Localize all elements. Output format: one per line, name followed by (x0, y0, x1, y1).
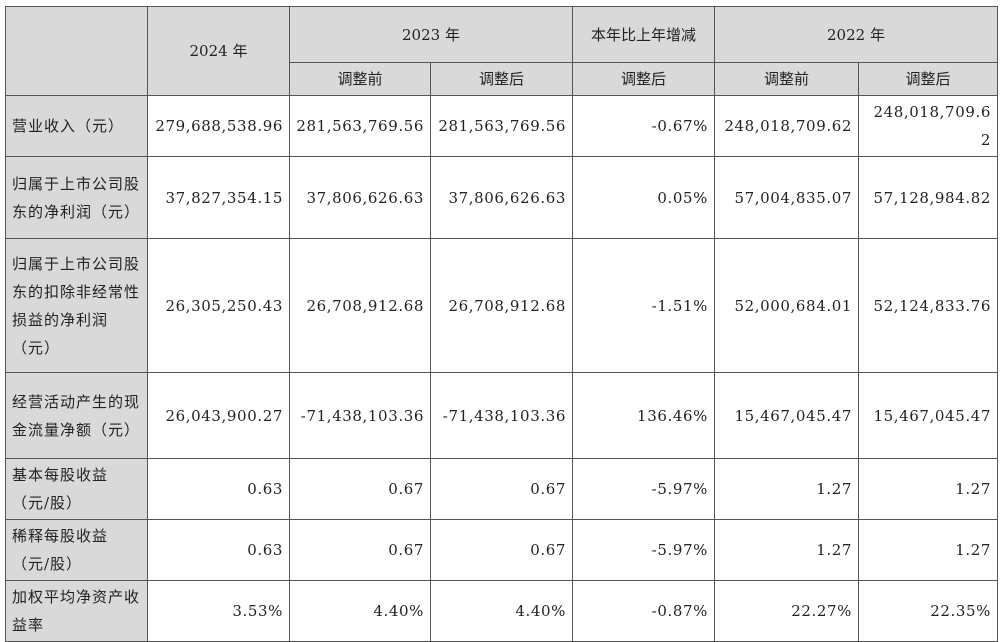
cell-value: 0.05% (572, 156, 715, 239)
cell-value: 22.35% (858, 580, 998, 642)
financial-summary-table: 2024 年 2023 年 本年比上年增减 2022 年 调整前 调整后 调整后… (5, 6, 998, 642)
cell-value: -71,438,103.36 (430, 372, 573, 459)
cell-value: -1.51% (572, 238, 715, 373)
row-label: 营业收入（元） (5, 95, 148, 157)
cell-value: 0.67 (289, 519, 431, 581)
cell-value: 37,827,354.15 (147, 156, 290, 239)
cell-value: -5.97% (572, 458, 715, 520)
header-2023-before: 调整前 (289, 62, 431, 96)
cell-value: 0.67 (430, 458, 573, 520)
cell-value: 26,305,250.43 (147, 238, 290, 373)
cell-value: 1.27 (858, 458, 998, 520)
cell-value: 248,018,709.62 (858, 95, 998, 157)
cell-value: 22.27% (714, 580, 859, 642)
table-row: 基本每股收益（元/股） 0.63 0.67 0.67 -5.97% 1.27 1.27 (5, 458, 998, 520)
cell-value: -0.67% (572, 95, 715, 157)
cell-value: 1.27 (858, 519, 998, 581)
table-row: 经营活动产生的现金流量净额（元） 26,043,900.27 -71,438,103… (5, 372, 998, 459)
cell-value: 26,043,900.27 (147, 372, 290, 459)
table-row: 归属于上市公司股东的扣除非经常性损益的净利润（元） 26,305,250.43 26… (5, 238, 998, 373)
cell-value: 4.40% (289, 580, 431, 642)
cell-value: 52,000,684.01 (714, 238, 859, 373)
cell-value: 3.53% (147, 580, 290, 642)
cell-value: 4.40% (430, 580, 573, 642)
cell-value: 1.27 (714, 519, 859, 581)
cell-value: 0.63 (147, 519, 290, 581)
cell-value: 15,467,045.47 (858, 372, 998, 459)
table-row: 加权平均净资产收益率 3.53% 4.40% 4.40% -0.87% 22.27% 22.… (5, 580, 998, 642)
table-row: 营业收入（元） 279,688,538.96 281,563,769.56 281,5… (5, 95, 998, 157)
cell-value: 136.46% (572, 372, 715, 459)
cell-value: 0.67 (430, 519, 573, 581)
cell-value: 248,018,709.62 (714, 95, 859, 157)
header-2022-after: 调整后 (858, 62, 998, 96)
cell-value: 0.63 (147, 458, 290, 520)
cell-value: 15,467,045.47 (714, 372, 859, 459)
row-label: 基本每股收益（元/股） (5, 458, 148, 520)
header-row-2: 调整前 调整后 调整后 调整前 调整后 (6, 62, 998, 96)
cell-value: 279,688,538.96 (147, 95, 290, 157)
row-label: 加权平均净资产收益率 (5, 580, 148, 642)
cell-value: 57,128,984.82 (858, 156, 998, 239)
header-2023-after: 调整后 (430, 62, 573, 96)
header-corner (5, 6, 148, 96)
header-2023: 2023 年 (289, 6, 573, 63)
cell-value: 26,708,912.68 (430, 238, 573, 373)
header-change-after: 调整后 (572, 62, 715, 96)
cell-value: -71,438,103.36 (289, 372, 431, 459)
cell-value: 37,806,626.63 (289, 156, 431, 239)
cell-value: 1.27 (714, 458, 859, 520)
cell-value: 0.67 (289, 458, 431, 520)
cell-value: -5.97% (572, 519, 715, 581)
header-change: 本年比上年增减 (572, 6, 715, 63)
header-2022-before: 调整前 (714, 62, 859, 96)
cell-value: 281,563,769.56 (430, 95, 573, 157)
cell-value: 52,124,833.76 (858, 238, 998, 373)
row-label: 归属于上市公司股东的净利润（元） (5, 156, 148, 239)
cell-value: 281,563,769.56 (289, 95, 431, 157)
cell-value: 57,004,835.07 (714, 156, 859, 239)
row-label: 经营活动产生的现金流量净额（元） (5, 372, 148, 459)
table-row: 稀释每股收益（元/股） 0.63 0.67 0.67 -5.97% 1.27 1.27 (5, 519, 998, 581)
header-row-1: 2024 年 2023 年 本年比上年增减 2022 年 (5, 6, 998, 96)
row-label: 归属于上市公司股东的扣除非经常性损益的净利润（元） (5, 238, 148, 373)
header-2024: 2024 年 (147, 6, 290, 96)
table-row: 归属于上市公司股东的净利润（元） 37,827,354.15 37,806,626.… (5, 156, 998, 239)
cell-value: 26,708,912.68 (289, 238, 431, 373)
cell-value: 37,806,626.63 (430, 156, 573, 239)
row-label: 稀释每股收益（元/股） (5, 519, 148, 581)
cell-value: -0.87% (572, 580, 715, 642)
header-2022: 2022 年 (714, 6, 998, 63)
